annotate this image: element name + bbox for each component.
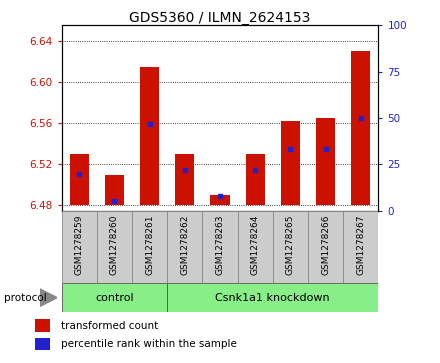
- Bar: [351, 51, 370, 205]
- Bar: [202, 211, 238, 283]
- Bar: [167, 211, 202, 283]
- Text: GSM1278263: GSM1278263: [216, 214, 224, 275]
- Text: Csnk1a1 knockdown: Csnk1a1 knockdown: [216, 293, 330, 303]
- Polygon shape: [40, 289, 57, 306]
- Bar: [238, 211, 273, 283]
- Bar: [210, 195, 230, 205]
- Text: control: control: [95, 293, 134, 303]
- Text: GSM1278267: GSM1278267: [356, 214, 365, 275]
- Text: GSM1278266: GSM1278266: [321, 214, 330, 275]
- Text: protocol: protocol: [4, 293, 47, 303]
- Text: GSM1278264: GSM1278264: [251, 214, 260, 274]
- Text: GSM1278265: GSM1278265: [286, 214, 295, 275]
- Bar: [308, 211, 343, 283]
- Bar: [132, 211, 167, 283]
- Text: percentile rank within the sample: percentile rank within the sample: [62, 339, 237, 349]
- Bar: [62, 211, 97, 283]
- Bar: [273, 211, 308, 283]
- Bar: [343, 211, 378, 283]
- Bar: [70, 154, 89, 205]
- Bar: [316, 118, 335, 205]
- Text: GSM1278259: GSM1278259: [75, 214, 84, 275]
- Text: GSM1278261: GSM1278261: [145, 214, 154, 275]
- Bar: [62, 283, 167, 312]
- Bar: [140, 66, 159, 205]
- Text: GSM1278262: GSM1278262: [180, 214, 189, 274]
- Text: GDS5360 / ILMN_2624153: GDS5360 / ILMN_2624153: [129, 11, 311, 25]
- Bar: [175, 154, 194, 205]
- Bar: [167, 283, 378, 312]
- Text: GSM1278260: GSM1278260: [110, 214, 119, 275]
- Bar: [97, 211, 132, 283]
- Bar: [35, 338, 50, 350]
- Text: transformed count: transformed count: [62, 321, 159, 331]
- Bar: [105, 175, 124, 205]
- Bar: [35, 319, 50, 332]
- Bar: [281, 121, 300, 205]
- Bar: [246, 154, 265, 205]
